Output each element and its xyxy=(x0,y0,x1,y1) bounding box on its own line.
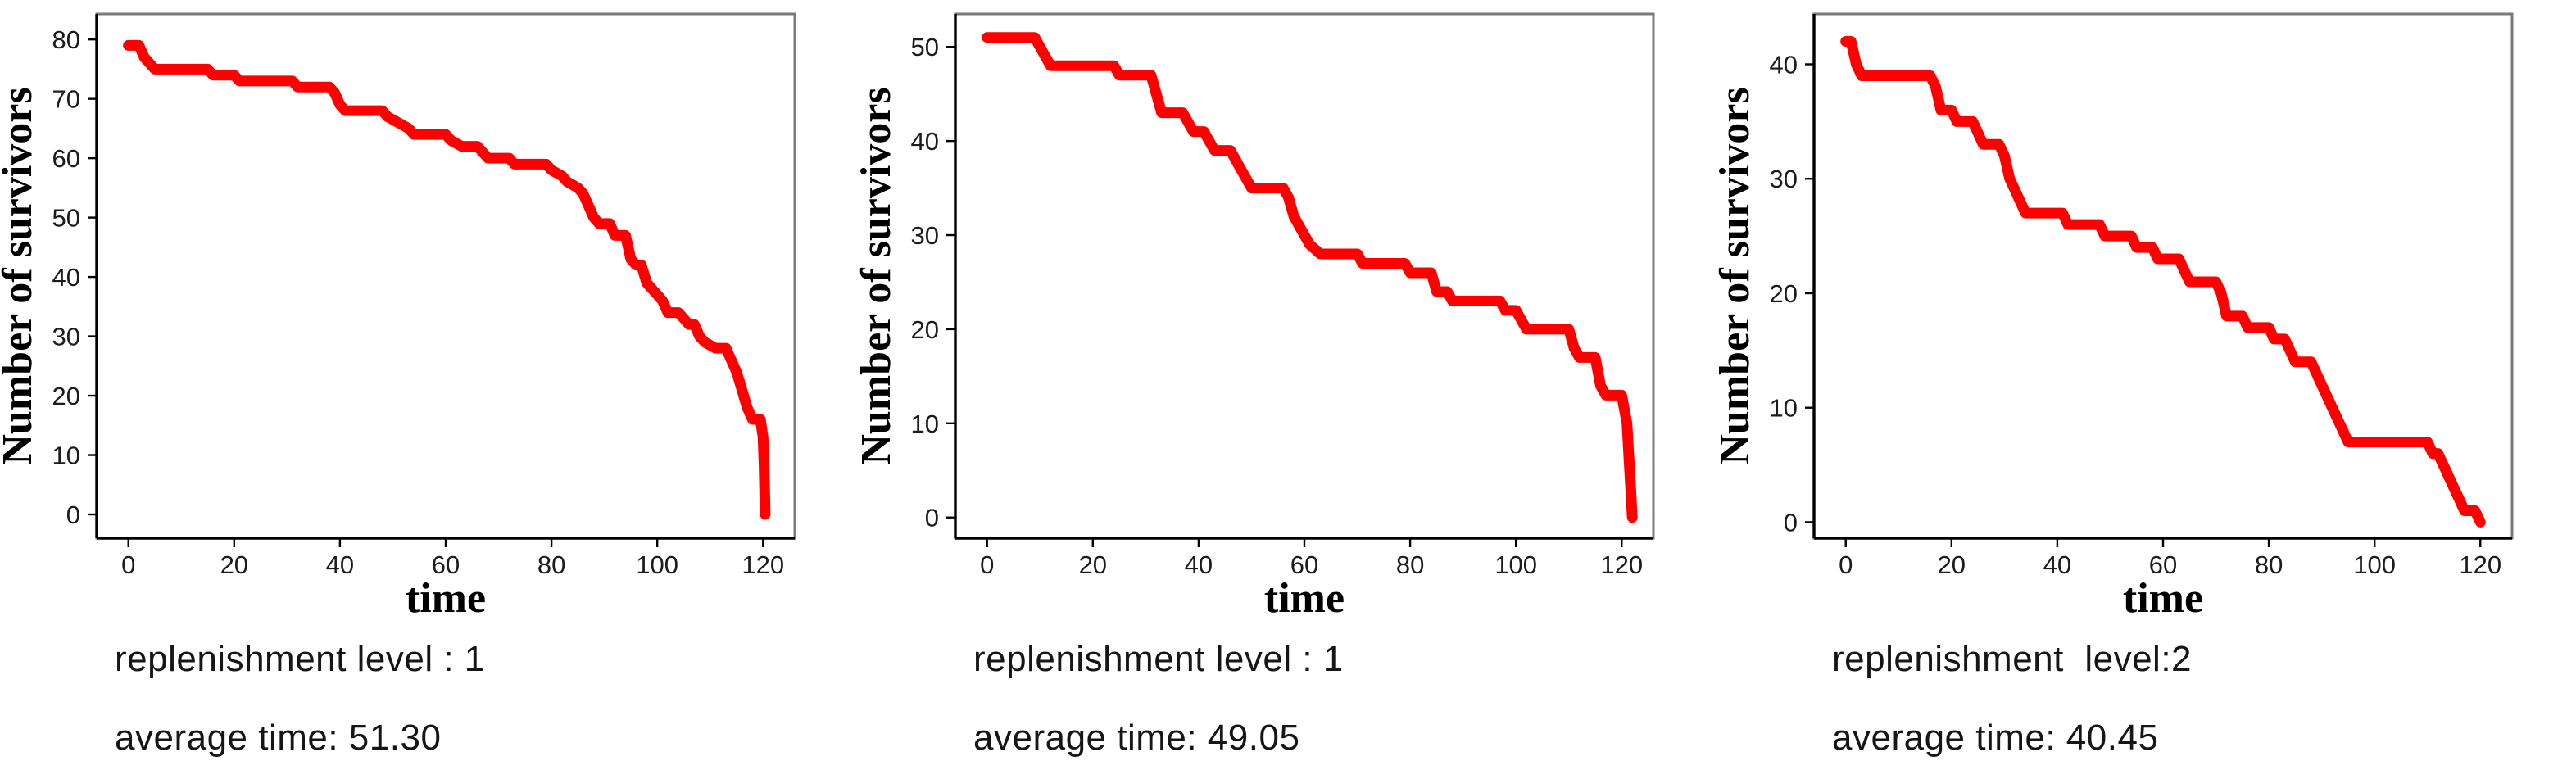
average-time-label: average time: 40.45 xyxy=(1832,718,2159,758)
x-tick-label: 20 xyxy=(220,550,248,579)
y-tick-label: 10 xyxy=(52,442,80,470)
x-axis-label: time xyxy=(2123,575,2203,621)
chart-panel-1: 0 20 40 60 80 100 120 0 10 20 30 40 50 60 70 80 time Numb… xyxy=(0,0,859,779)
y-tick-label: 0 xyxy=(1784,508,1798,537)
y-tick-label: 20 xyxy=(911,315,939,344)
y-tick-label: 10 xyxy=(1770,394,1798,423)
x-tick-label: 120 xyxy=(742,550,784,579)
y-tick-label: 20 xyxy=(52,382,80,410)
average-time-label: average time: 49.05 xyxy=(973,718,1300,758)
y-tick-label: 30 xyxy=(1770,165,1798,193)
y-tick-label: 40 xyxy=(1770,50,1798,79)
x-axis-label: time xyxy=(1264,575,1345,621)
x-tick-label: 20 xyxy=(1079,550,1107,579)
y-tick-label: 0 xyxy=(66,500,80,529)
x-tick-label: 40 xyxy=(2043,550,2071,579)
y-axis-label: Number of survivors xyxy=(0,87,41,464)
chart-caption-3: replenishment level:2 average time: 40.4… xyxy=(1832,639,2192,759)
x-tick-label: 100 xyxy=(1494,550,1537,579)
survival-curve xyxy=(123,39,771,520)
survival-curve xyxy=(1840,36,2486,528)
y-tick-label: 80 xyxy=(52,25,80,54)
chart-panel-3: 0 20 40 60 80 100 120 0 10 20 30 40 time Number of su… xyxy=(1717,0,2576,779)
y-axis-label: Number of survivors xyxy=(859,87,900,464)
x-tick-label: 80 xyxy=(1396,550,1424,579)
x-tick-label: 100 xyxy=(636,550,678,579)
replenishment-level-label: replenishment level : 1 xyxy=(973,639,1344,679)
plot-border xyxy=(954,12,1655,540)
y-tick-label: 50 xyxy=(52,204,80,233)
x-tick-label: 80 xyxy=(2255,550,2283,579)
survival-chart-3: 0 20 40 60 80 100 120 0 10 20 30 40 time Number of su… xyxy=(1717,12,2514,621)
y-tick-label: 40 xyxy=(52,263,80,292)
x-tick-label: 0 xyxy=(121,550,135,579)
chart-panel-2: 0 20 40 60 80 100 120 0 10 20 30 40 50 time Number of … xyxy=(859,0,1717,779)
plot-border xyxy=(95,12,796,540)
chart-caption-1: replenishment level : 1 average time: 51… xyxy=(115,639,485,759)
y-tick-label: 10 xyxy=(911,410,939,438)
x-tick-label: 0 xyxy=(980,550,994,579)
survival-curve xyxy=(982,32,1638,523)
x-tick-label: 60 xyxy=(432,550,460,579)
survival-chart-2: 0 20 40 60 80 100 120 0 10 20 30 40 50 time Number of … xyxy=(859,12,1655,621)
y-tick-label: 30 xyxy=(911,221,939,250)
x-tick-label: 120 xyxy=(1600,550,1643,579)
x-tick-label: 40 xyxy=(1185,550,1213,579)
x-axis-label: time xyxy=(406,575,486,621)
survival-chart-1: 0 20 40 60 80 100 120 0 10 20 30 40 50 60 70 80 time Numb… xyxy=(0,12,796,621)
x-tick-label: 80 xyxy=(537,550,565,579)
y-axis-label: Number of survivors xyxy=(1717,87,1758,464)
y-tick-label: 60 xyxy=(52,144,80,173)
x-tick-label: 60 xyxy=(1290,550,1318,579)
average-time-label: average time: 51.30 xyxy=(115,718,442,758)
y-tick-label: 70 xyxy=(52,85,80,114)
replenishment-level-label: replenishment level:2 xyxy=(1832,639,2193,679)
y-tick-label: 20 xyxy=(1770,279,1798,308)
x-tick-label: 20 xyxy=(1938,550,1966,579)
replenishment-level-label: replenishment level : 1 xyxy=(115,639,485,679)
y-tick-label: 50 xyxy=(911,33,939,61)
x-tick-label: 120 xyxy=(2459,550,2501,579)
chart-caption-2: replenishment level : 1 average time: 49… xyxy=(973,639,1344,759)
y-tick-label: 30 xyxy=(52,323,80,351)
y-tick-label: 0 xyxy=(925,504,939,532)
x-tick-label: 60 xyxy=(2149,550,2177,579)
plot-border xyxy=(1812,12,2514,540)
x-tick-label: 40 xyxy=(326,550,354,579)
x-tick-label: 0 xyxy=(1839,550,1853,579)
y-tick-label: 40 xyxy=(911,127,939,156)
x-tick-label: 100 xyxy=(2353,550,2396,579)
